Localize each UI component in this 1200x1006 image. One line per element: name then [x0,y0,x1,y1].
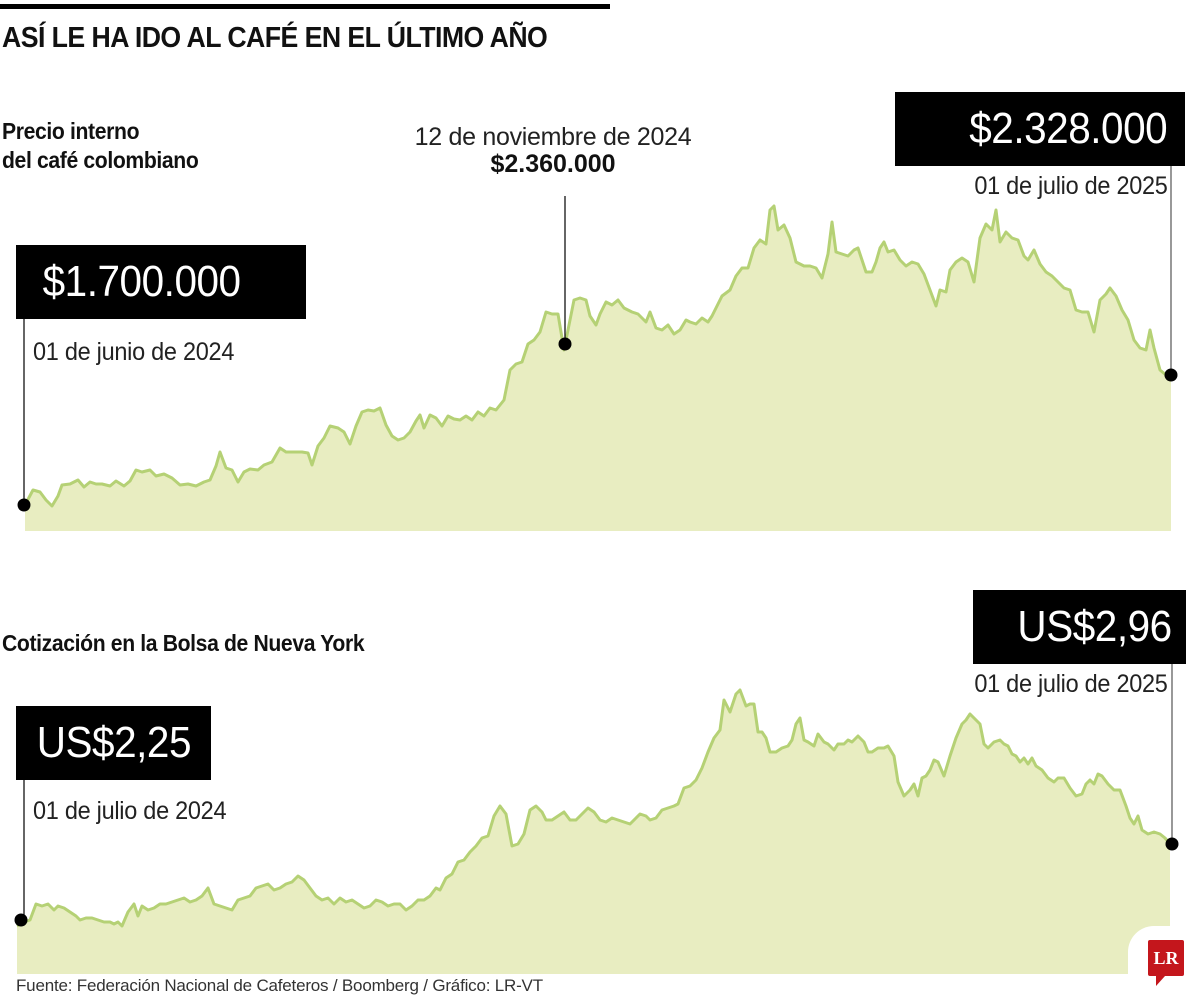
marker-mid-1 [558,337,572,351]
panel2-title: Cotización en la Bolsa de Nueva York [2,630,365,656]
chart-internal-price [23,204,1171,531]
start-value-1: $1.700.000 [42,257,241,306]
mid-value-1: $2.360.000 [490,150,616,178]
source-footer: Fuente: Federación Nacional de Cafeteros… [16,976,543,995]
marker-start-1 [17,498,31,512]
end-value-box-1: $2.328.000 [895,92,1185,166]
mid-annotation-1: 12 de noviembre de 2024 $2.360.000 [388,123,718,179]
panel1-title: Precio interno del café colombiano [2,117,199,175]
top-rule [0,4,610,9]
mid-date-1: 12 de noviembre de 2024 [414,123,692,151]
lr-logo: LR [1148,940,1184,986]
page-title: ASÍ LE HA IDO AL CAFÉ EN EL ÚLTIMO AÑO [2,22,548,54]
start-value-2: US$2,25 [36,718,192,767]
chart-ny-price [16,688,1172,974]
end-value-1: $2.328.000 [968,104,1167,153]
area-fill-internal-price [25,206,1171,531]
line-ny-price [16,688,1172,928]
start-date-1: 01 de junio de 2024 [33,338,235,366]
area-fill-ny-price [17,690,1170,974]
marker-end-1 [1164,368,1178,382]
end-date-1: 01 de julio de 2025 [974,172,1169,200]
panel1-title-line1: Precio interno [2,118,140,144]
panel1-title-line2: del café colombiano [2,147,199,173]
line-internal-price [23,204,1171,508]
start-value-box-1: $1.700.000 [16,245,306,319]
end-value-2: US$2,96 [1017,602,1173,651]
start-value-box-2: US$2,25 [16,706,211,780]
marker-start-2 [14,913,28,927]
end-date-2: 01 de julio de 2025 [974,670,1169,698]
start-date-2: 01 de julio de 2024 [33,797,227,825]
end-value-box-2: US$2,96 [973,590,1186,664]
marker-end-2 [1165,837,1179,851]
